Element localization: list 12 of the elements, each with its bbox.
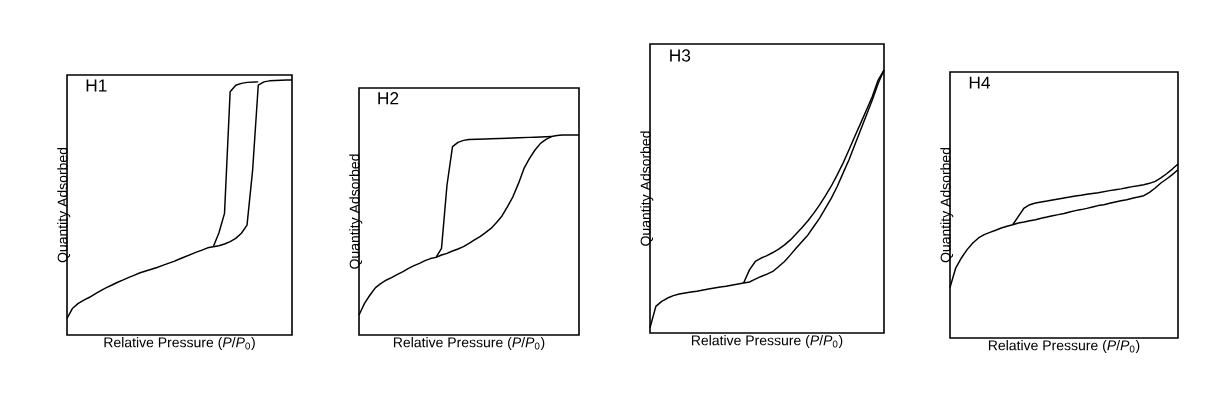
x-axis-title: Relative Pressure (P/P$_{0}$) — [393, 337, 545, 351]
x-axis-title: Relative Pressure (P/P$_{0}$) — [104, 337, 255, 351]
y-axis-title: Quantity Adsorbed — [349, 154, 363, 269]
x-axis-title: Relative Pressure (P/P$_{0}$) — [988, 340, 1140, 354]
chart-title: H1 — [86, 79, 107, 92]
x-axis-title: Relative Pressure (P/P$_{0}$) — [691, 335, 843, 349]
y-axis-title: Quantity Adsorbed — [57, 147, 71, 263]
chart-title: H3 — [670, 49, 691, 62]
y-axis-title: Quantity Adsorbed — [940, 147, 954, 263]
chart-title: H4 — [969, 76, 991, 89]
chart-title: H2 — [378, 92, 399, 105]
y-axis-title: Quantity Adsorbed — [640, 131, 654, 246]
